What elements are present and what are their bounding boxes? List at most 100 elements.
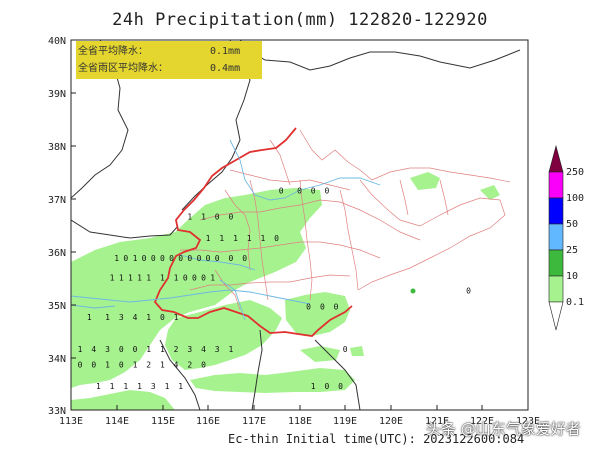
station-value: 1 bbox=[260, 234, 265, 243]
legend-label: 250 bbox=[566, 167, 584, 178]
station-value: 0 bbox=[324, 382, 329, 391]
station-value: 1 bbox=[165, 382, 170, 391]
legend-cap-bottom bbox=[548, 301, 564, 331]
station-value: 0 bbox=[279, 186, 284, 195]
station-value: 1 bbox=[137, 274, 142, 283]
province-border bbox=[153, 127, 353, 337]
station-value: 0 bbox=[178, 254, 183, 263]
lon-label: 113E bbox=[59, 416, 83, 427]
legend-swatch bbox=[548, 197, 564, 225]
station-value: 3 bbox=[119, 313, 124, 322]
station-value: 1 bbox=[160, 274, 165, 283]
lat-axis: 40N 39N 38N 37N 36N 35N 34N 33N bbox=[48, 36, 66, 417]
station-value: 2 bbox=[174, 345, 179, 354]
station-value: 0 bbox=[343, 345, 348, 354]
station-value: 0 bbox=[297, 186, 302, 195]
station-value: 3 bbox=[151, 382, 156, 391]
station-value: 1 bbox=[105, 313, 110, 322]
lat-label: 38N bbox=[48, 142, 66, 153]
station-value: 0 bbox=[160, 313, 165, 322]
station-value: 1 bbox=[160, 345, 165, 354]
lon-label: 115E bbox=[151, 416, 175, 427]
station-value: 0 bbox=[201, 274, 206, 283]
station-value: 0 bbox=[338, 382, 343, 391]
legend-cap-top bbox=[548, 144, 564, 173]
station-value: 1 bbox=[178, 382, 183, 391]
station-value: 3 bbox=[187, 345, 192, 354]
station-value: 0 bbox=[142, 254, 147, 263]
legend-label: 25 bbox=[566, 245, 578, 256]
lon-label: 119E bbox=[333, 416, 357, 427]
station-value: 1 bbox=[133, 254, 138, 263]
station-value: 1 bbox=[96, 382, 101, 391]
lon-axis: 113E 114E 115E 116E 117E 118E 119E 120E … bbox=[59, 416, 540, 427]
legend: 250 100 50 25 10 0.1 bbox=[548, 144, 584, 331]
lat-label: 34N bbox=[48, 354, 66, 365]
station-value: 0 bbox=[197, 254, 202, 263]
chart-title: 24h Precipitation(mm) 122820-122920 bbox=[112, 10, 488, 30]
station-value: 0 bbox=[169, 254, 174, 263]
lat-ticks bbox=[71, 92, 76, 359]
lon-label: 123E bbox=[516, 416, 540, 427]
lon-label: 120E bbox=[379, 416, 403, 427]
info-box: 全省平均降水： 0.1mm 全省雨区平均降水： 0.4mm bbox=[76, 41, 262, 79]
station-value: 1 bbox=[146, 345, 151, 354]
station-value: 0 bbox=[187, 254, 192, 263]
station-value: 0 bbox=[201, 361, 206, 370]
station-value: 0 bbox=[206, 254, 211, 263]
info-row1-value: 0.1mm bbox=[210, 46, 240, 57]
station-value: 1 bbox=[201, 213, 206, 222]
station-value: 0 bbox=[228, 213, 233, 222]
station-value: 0 bbox=[123, 254, 128, 263]
legend-label: 10 bbox=[566, 271, 578, 282]
station-value: 4 bbox=[133, 313, 138, 322]
station-value: 1 bbox=[228, 345, 233, 354]
station-value: 1 bbox=[78, 345, 83, 354]
station-value: 3 bbox=[105, 345, 110, 354]
lon-ticks bbox=[116, 405, 483, 410]
station-value: 0 bbox=[183, 274, 188, 283]
lat-label: 35N bbox=[48, 301, 66, 312]
legend-label: 100 bbox=[566, 193, 584, 204]
station-value: 3 bbox=[215, 345, 220, 354]
station-value: 1 bbox=[146, 274, 151, 283]
station-value: 1 bbox=[87, 313, 92, 322]
station-value: 1 bbox=[110, 382, 115, 391]
precip-areas bbox=[71, 172, 500, 410]
lon-label: 114E bbox=[105, 416, 129, 427]
station-value: 1 bbox=[233, 234, 238, 243]
station-value: 1 bbox=[219, 234, 224, 243]
station-value: 0 bbox=[119, 345, 124, 354]
lat-label: 36N bbox=[48, 248, 66, 259]
watermark-text: 头条 @山东气象爱好者 bbox=[426, 420, 581, 438]
station-value: 1 bbox=[110, 274, 115, 283]
info-row1-label: 全省平均降水： bbox=[78, 44, 148, 57]
station-value: 1 bbox=[123, 382, 128, 391]
legend-label: 0.1 bbox=[566, 297, 584, 308]
station-value: 0 bbox=[466, 287, 471, 296]
station-value: 0 bbox=[306, 303, 311, 312]
info-row2-value: 0.4mm bbox=[210, 63, 240, 74]
station-value: 1 bbox=[247, 234, 252, 243]
station-value: 2 bbox=[146, 361, 151, 370]
county-borders bbox=[180, 129, 511, 311]
station-value: 1 bbox=[160, 361, 165, 370]
legend-swatch bbox=[548, 275, 564, 303]
station-value: 1 bbox=[311, 382, 316, 391]
lon-label: 118E bbox=[288, 416, 312, 427]
station-value: 1 bbox=[133, 361, 138, 370]
station-value: 0 bbox=[320, 303, 325, 312]
station-value: 0 bbox=[324, 186, 329, 195]
station-value: 1 bbox=[146, 313, 151, 322]
lon-label: 121E bbox=[425, 416, 449, 427]
station-value: 0 bbox=[91, 361, 96, 370]
station-value: 4 bbox=[174, 361, 179, 370]
station-value: 1 bbox=[119, 274, 124, 283]
station-value: 1 bbox=[128, 274, 133, 283]
rivers bbox=[71, 139, 381, 321]
station-value: 1 bbox=[137, 382, 142, 391]
legend-swatch bbox=[548, 223, 564, 251]
legend-label: 50 bbox=[566, 219, 578, 230]
station-value: 1 bbox=[105, 361, 110, 370]
